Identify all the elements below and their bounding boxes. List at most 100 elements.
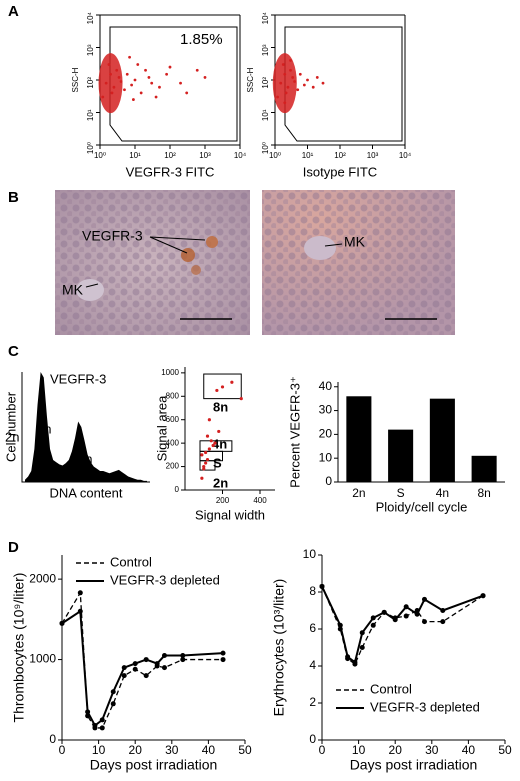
annotation: 2n xyxy=(213,475,228,490)
y-tick-label: 10⁴ xyxy=(261,11,270,24)
annotation: 1.85% xyxy=(180,31,223,48)
point xyxy=(213,441,217,445)
point xyxy=(154,661,160,667)
x-tick-label: 8n xyxy=(477,486,490,500)
point xyxy=(143,657,149,663)
y-axis-label: Percent VEGFR-3⁺ xyxy=(287,376,302,488)
x-tick-label: 10¹ xyxy=(129,151,141,160)
y-tick-label: 0 xyxy=(325,474,332,488)
point xyxy=(110,689,116,695)
y-tick-label: 2000 xyxy=(29,571,56,585)
y-axis-label: Thrombocytes (10⁹/liter) xyxy=(11,573,27,723)
bar xyxy=(388,429,414,482)
y-tick-label: 10 xyxy=(319,450,333,464)
x-tick-label: 10² xyxy=(334,151,346,160)
point xyxy=(291,76,295,79)
histogram-area xyxy=(25,372,147,482)
x-axis-label: Isotype FITC xyxy=(303,164,377,179)
point xyxy=(200,476,204,480)
x-tick-label: 40 xyxy=(462,743,476,757)
point xyxy=(107,63,111,66)
x-axis-label: Days post irradiation xyxy=(350,757,478,773)
y-tick-label: 0 xyxy=(49,732,56,746)
point xyxy=(85,709,91,715)
legend-label: VEGFR-3 depleted xyxy=(110,572,220,587)
point xyxy=(286,85,290,89)
point xyxy=(276,95,279,99)
point xyxy=(121,673,127,679)
point xyxy=(150,81,154,85)
point xyxy=(480,593,486,599)
annotation: 2n xyxy=(5,429,19,444)
gate xyxy=(199,440,233,452)
point xyxy=(302,83,306,87)
point xyxy=(109,72,112,76)
point xyxy=(147,76,151,79)
point xyxy=(209,439,213,443)
point xyxy=(337,622,343,628)
y-tick-label: 10² xyxy=(261,77,270,89)
x-tick-label: 0 xyxy=(59,743,66,757)
x-tick-label: 400 xyxy=(253,496,267,505)
point xyxy=(321,81,325,85)
x-tick-label: 0 xyxy=(319,743,326,757)
panel-label: D xyxy=(8,539,19,556)
point xyxy=(414,611,420,617)
point xyxy=(104,81,108,85)
micrograph: VEGFR-3 MK xyxy=(55,190,250,335)
y-tick-label: 10¹ xyxy=(86,109,95,121)
series-line xyxy=(321,586,484,665)
point xyxy=(421,596,427,602)
x-tick-label: 10 xyxy=(352,743,366,757)
point xyxy=(359,645,365,650)
y-tick-label: 10³ xyxy=(261,44,270,56)
point xyxy=(180,657,186,663)
x-axis-label: Days post irradiation xyxy=(90,757,218,773)
x-tick-label: 20 xyxy=(129,743,143,757)
point xyxy=(230,380,234,384)
point xyxy=(158,85,161,89)
y-axis-label: Signal area xyxy=(154,395,169,462)
point xyxy=(179,81,182,85)
point xyxy=(99,717,105,723)
point xyxy=(284,91,288,95)
micrograph-label: VEGFR-3 xyxy=(82,228,143,244)
point xyxy=(132,661,138,667)
panel-label: B xyxy=(8,189,19,206)
x-tick-label: 20 xyxy=(389,743,403,757)
point xyxy=(220,650,226,656)
x-axis-label: DNA content xyxy=(50,485,123,500)
point xyxy=(215,388,219,393)
x-axis-label: VEGFR-3 FITC xyxy=(126,164,215,179)
point xyxy=(306,78,309,82)
x-tick-label: 30 xyxy=(165,743,179,757)
y-tick-label: 10⁰ xyxy=(261,142,270,154)
y-tick-label: 0 xyxy=(175,485,180,494)
y-axis-label: SSC-H xyxy=(71,67,80,92)
point xyxy=(110,91,114,95)
point xyxy=(131,98,135,101)
point xyxy=(128,55,131,59)
y-tick-label: 20 xyxy=(319,427,333,441)
point xyxy=(359,630,365,636)
point xyxy=(204,450,208,455)
annotation: VEGFR-3 xyxy=(50,371,106,386)
point xyxy=(298,72,302,76)
point xyxy=(315,76,319,79)
x-tick-label: 10⁴ xyxy=(234,151,247,160)
point xyxy=(207,447,211,451)
point xyxy=(123,88,126,92)
y-tick-label: 600 xyxy=(166,415,180,424)
y-tick-label: 10¹ xyxy=(261,109,270,121)
point xyxy=(440,619,446,625)
point xyxy=(144,68,147,72)
point xyxy=(207,418,211,422)
y-axis-label: SSC-H xyxy=(246,67,255,92)
point xyxy=(403,604,409,610)
x-tick-label: 200 xyxy=(216,496,230,505)
density-blob xyxy=(98,53,123,114)
point xyxy=(121,665,127,671)
point xyxy=(165,72,169,76)
x-tick-label: 50 xyxy=(498,743,512,757)
point xyxy=(110,701,116,707)
